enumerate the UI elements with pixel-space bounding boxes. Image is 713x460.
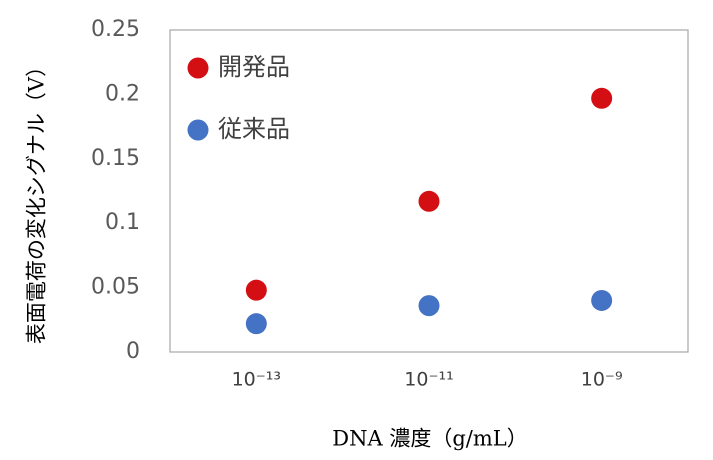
point [591,289,613,311]
x-axis-title: DNA 濃度（g/mL） [332,427,527,451]
y-axis-title: 表面電荷の変化シグナル（V） [25,56,49,344]
y-tick-label: 0.05 [91,275,140,300]
x-tick-label: 10⁻⁹ [581,369,623,391]
point [418,295,440,317]
point [245,279,267,301]
x-tick-label: 10⁻¹³ [232,369,281,391]
legend-label: 開発品 [218,53,290,81]
y-tick-label: 0 [126,339,140,364]
x-tick-label: 10⁻¹¹ [404,369,453,391]
point [418,190,440,212]
plot-frame [169,29,689,353]
legend-marker [187,119,209,141]
y-tick-label: 0.15 [91,146,140,171]
legend-label: 従来品 [218,115,290,143]
legend-marker [187,57,209,79]
y-tick-label: 0.25 [91,17,140,42]
point [591,87,613,109]
y-tick-label: 0.2 [105,81,140,106]
y-tick-label: 0.1 [105,210,140,235]
point [245,313,267,335]
